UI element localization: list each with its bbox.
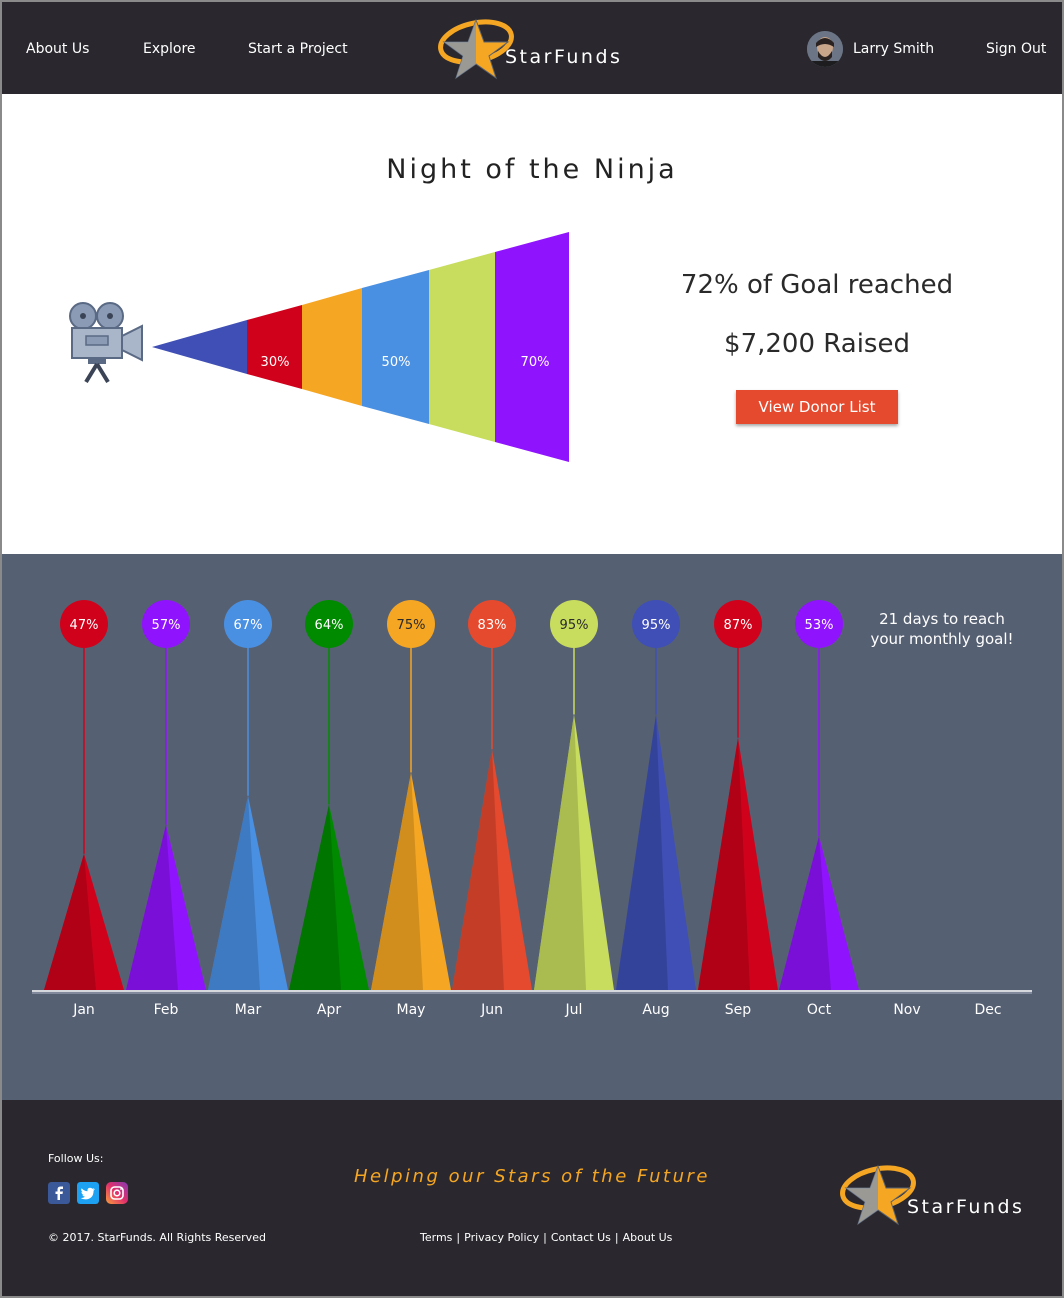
link-separator: | xyxy=(456,1231,461,1244)
days-remaining-line-1: 21 days to reach xyxy=(879,610,1005,628)
month-percent-label: 64% xyxy=(315,618,344,633)
movie-camera-icon xyxy=(69,302,143,384)
month-label: Jun xyxy=(480,1002,503,1018)
month-percent-badge xyxy=(387,600,435,648)
twitter-icon[interactable] xyxy=(77,1182,99,1204)
month-peak-shade xyxy=(289,804,341,990)
month-percent-badge xyxy=(632,600,680,648)
month-label: Aug xyxy=(642,1002,669,1018)
nav-start-project[interactable]: Start a Project xyxy=(248,41,348,57)
month-peak-shade xyxy=(126,824,178,990)
footer-brand-name: StarFunds xyxy=(907,1196,1025,1218)
funnel-segment-1 xyxy=(152,320,247,374)
month-percent-badge xyxy=(468,600,516,648)
month-label: Dec xyxy=(974,1002,1001,1018)
footer-link-privacy[interactable]: Privacy Policy xyxy=(464,1231,540,1244)
month-peak-shade xyxy=(371,772,423,990)
month-percent-badge xyxy=(142,600,190,648)
starfunds-logo-icon[interactable] xyxy=(436,12,522,82)
month-label: Apr xyxy=(317,1002,341,1018)
footer-link-contact[interactable]: Contact Us xyxy=(550,1231,611,1244)
month-peak-shade xyxy=(208,795,260,990)
month-label: Nov xyxy=(893,1002,920,1018)
month-percent-label: 95% xyxy=(560,618,589,633)
month-label: Oct xyxy=(807,1002,832,1018)
funnel-label-50: 50% xyxy=(382,355,411,370)
funnel-label-70: 70% xyxy=(521,355,550,370)
month-peak-shade xyxy=(534,714,586,990)
project-hero: Night of the Ninja 30% 50% 70% 72% of Go… xyxy=(2,94,1062,554)
month-percent-badge xyxy=(550,600,598,648)
sign-out-link[interactable]: Sign Out xyxy=(986,41,1047,57)
month-peak-shade xyxy=(698,737,750,990)
goal-reached-text: 72% of Goal reached xyxy=(680,270,954,300)
month-peak-shade xyxy=(44,853,96,990)
month-percent-label: 67% xyxy=(234,618,263,633)
month-peak-shade xyxy=(616,714,668,990)
month-percent-label: 83% xyxy=(478,618,507,633)
user-avatar[interactable] xyxy=(807,31,843,67)
month-label: Mar xyxy=(235,1002,262,1018)
monthly-progress-chart: 47% Jan 57% Feb 67% Mar 64% Apr 75% May 83% Jun 95% J… xyxy=(32,600,1032,1018)
month-label: Jan xyxy=(72,1002,95,1018)
month-percent-label: 47% xyxy=(70,618,99,633)
funnel-segment-3 xyxy=(302,288,362,406)
link-separator: | xyxy=(614,1231,619,1244)
month-percent-badge xyxy=(60,600,108,648)
funnel-segment-4 xyxy=(362,270,429,424)
month-label: Jul xyxy=(565,1002,583,1018)
funnel-segment-6 xyxy=(495,232,569,462)
footer-link-about[interactable]: About Us xyxy=(622,1231,673,1244)
month-percent-badge xyxy=(714,600,762,648)
footer: Follow Us: © 2017. StarFunds. All Rights… xyxy=(2,1100,1062,1296)
month-percent-label: 53% xyxy=(805,618,834,633)
days-remaining-line-2: your monthly goal! xyxy=(870,630,1014,648)
funnel-segment-2 xyxy=(247,305,302,389)
funnel-label-30: 30% xyxy=(261,355,290,370)
funding-funnel-chart: 30% 50% 70% xyxy=(152,232,569,462)
month-percent-badge xyxy=(224,600,272,648)
month-percent-badge xyxy=(795,600,843,648)
view-donor-list-button[interactable]: View Donor List xyxy=(736,390,898,424)
month-label: Feb xyxy=(154,1002,179,1018)
amount-raised-text: $7,200 Raised xyxy=(724,329,910,359)
footer-logo-icon[interactable] xyxy=(838,1158,924,1228)
nav-about-us[interactable]: About Us xyxy=(26,41,90,57)
footer-links: Terms | Privacy Policy | Contact Us | About Us xyxy=(420,1231,672,1244)
month-percent-label: 95% xyxy=(642,618,671,633)
instagram-icon[interactable] xyxy=(106,1182,128,1204)
month-percent-badge xyxy=(305,600,353,648)
project-title: Night of the Ninja xyxy=(386,154,678,185)
month-peak-shade xyxy=(452,749,504,990)
monthly-progress-section: 47% Jan 57% Feb 67% Mar 64% Apr 75% May 83% Jun 95% J… xyxy=(2,554,1062,1100)
brand-name: StarFunds xyxy=(505,46,623,68)
follow-us-label: Follow Us: xyxy=(48,1152,104,1165)
month-peak-shade xyxy=(779,836,831,990)
funnel-segment-5 xyxy=(429,252,495,442)
month-percent-label: 57% xyxy=(152,618,181,633)
copyright-text: © 2017. StarFunds. All Rights Reserved xyxy=(48,1231,266,1244)
top-nav-bar: About Us Explore Start a Project StarFun… xyxy=(2,2,1062,94)
nav-explore[interactable]: Explore xyxy=(143,41,196,57)
days-remaining-text: 21 days to reach your monthly goal! xyxy=(852,609,1032,649)
month-label: Sep xyxy=(725,1002,752,1018)
month-percent-label: 75% xyxy=(397,618,426,633)
link-separator: | xyxy=(543,1231,547,1244)
user-name[interactable]: Larry Smith xyxy=(853,41,935,57)
footer-link-terms[interactable]: Terms xyxy=(420,1231,453,1244)
footer-tagline: Helping our Stars of the Future xyxy=(354,1166,710,1187)
facebook-icon[interactable] xyxy=(48,1182,70,1204)
month-label: May xyxy=(397,1002,426,1018)
month-percent-label: 87% xyxy=(724,618,753,633)
